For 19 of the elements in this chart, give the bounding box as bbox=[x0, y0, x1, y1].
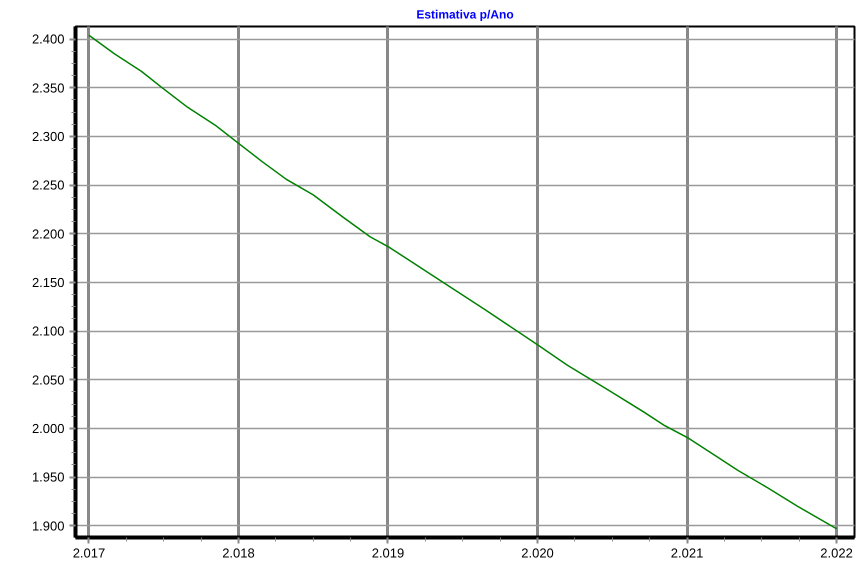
x-tick-label: 2.019 bbox=[372, 546, 404, 560]
x-tick-label: 2.021 bbox=[670, 546, 704, 560]
y-tick-label: 1.950 bbox=[32, 470, 65, 485]
y-tick-label: 2.100 bbox=[32, 324, 65, 339]
y-tick-label: 2.050 bbox=[32, 372, 65, 388]
y-tick-label: 2.250 bbox=[32, 178, 65, 193]
x-tick-label: 2.017 bbox=[72, 546, 106, 560]
y-tick-label: 2.400 bbox=[32, 32, 65, 47]
x-tick-label: 2.020 bbox=[521, 546, 554, 560]
y-tick-label: 1.900 bbox=[32, 518, 65, 534]
chart-title: Estimativa p/Ano bbox=[416, 8, 514, 22]
y-tick-label: 2.300 bbox=[32, 128, 65, 144]
y-tick-label: 2.200 bbox=[32, 226, 65, 242]
x-tick-label: 2.018 bbox=[222, 546, 255, 560]
y-tick-label: 2.000 bbox=[32, 420, 65, 436]
y-tick-label: 2.150 bbox=[32, 274, 65, 290]
line-series bbox=[88, 34, 838, 530]
x-tick-label: 2.022 bbox=[820, 546, 853, 560]
y-tick-label: 2.350 bbox=[32, 80, 65, 96]
